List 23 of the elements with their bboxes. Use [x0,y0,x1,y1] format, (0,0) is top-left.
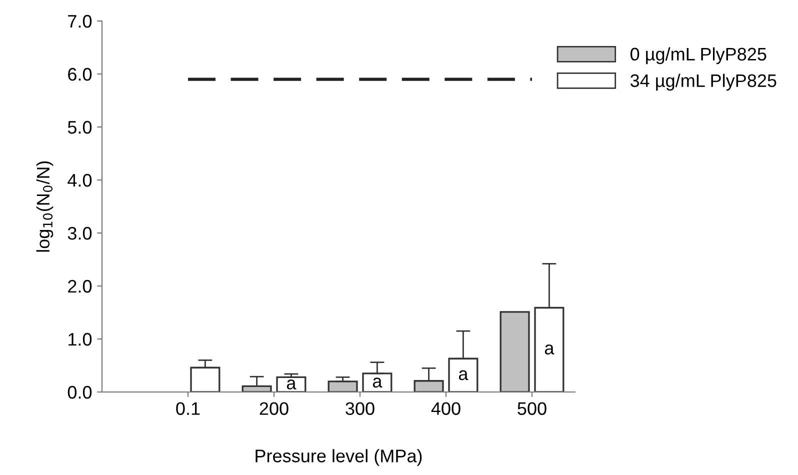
y-tick-label: 4.0 [68,174,92,187]
y-tick-label: 5.0 [68,120,92,134]
bar [500,311,530,392]
annotation: a [286,380,296,390]
x-tick-label: 400 [431,402,460,415]
x-axis-title: Pressure level (MPa) [256,449,422,466]
annotation: a [372,378,382,388]
y-tick-label: 2.0 [68,280,92,293]
x-tick-label: 0.1 [176,402,200,415]
y-axis-title: log$_{10}$(N$_{0}$/N) [36,161,54,252]
y-tick-label: 7.0 [68,14,92,28]
y-tick-label: 1.0 [68,332,92,346]
x-tick-label: 300 [346,402,374,415]
annotation: a [458,370,468,380]
y-tick-label: 3.0 [68,226,92,240]
annotation: a [544,344,554,354]
legend-label: 34 µg/mL PlyP825 [630,74,776,91]
legend-label: 0 µg/mL PlyP825 [630,47,766,64]
y-tick-label: 6.0 [68,68,92,81]
bar [328,380,358,392]
y-tick-label: 0.0 [68,386,92,399]
x-tick-label: 200 [260,402,288,415]
x-tick-label: 500 [518,402,546,415]
